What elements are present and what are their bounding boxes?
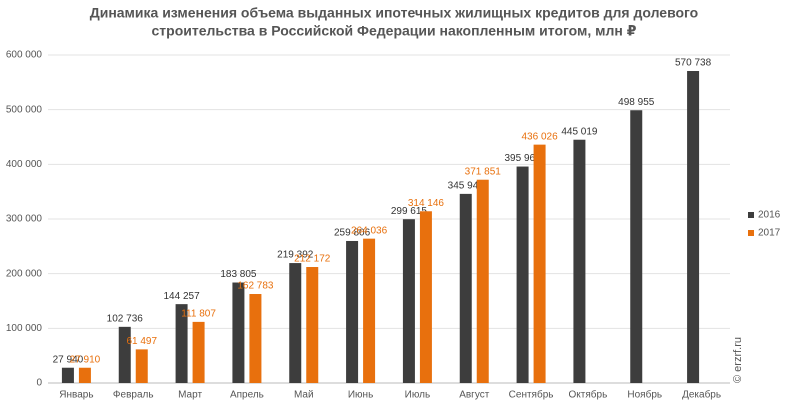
- value-label: 570 738: [675, 58, 712, 69]
- x-tick-label: Август: [459, 390, 490, 401]
- x-tick-label: Декабрь: [682, 389, 721, 401]
- bar: [118, 326, 131, 383]
- value-label: 264 036: [351, 225, 388, 236]
- x-tick-label: Февраль: [113, 390, 154, 401]
- y-tick-label: 100 000: [6, 323, 43, 334]
- value-label: 314 146: [408, 198, 445, 209]
- y-tick-label: 200 000: [6, 268, 43, 279]
- bar: [687, 70, 700, 384]
- y-tick-label: 300 000: [6, 214, 43, 225]
- bar: [135, 349, 148, 383]
- chart-title: строительства в Российской Федерации нак…: [152, 23, 637, 39]
- legend-label: 2016: [758, 210, 781, 221]
- x-tick-label: Июнь: [348, 390, 373, 401]
- y-tick-label: 600 000: [6, 50, 43, 61]
- bar: [175, 304, 188, 383]
- bar: [289, 263, 302, 383]
- watermark: © erzrf.ru: [732, 337, 744, 383]
- bar: [346, 240, 359, 383]
- value-label: 144 257: [164, 291, 201, 302]
- value-label: 436 026: [522, 131, 559, 142]
- value-label: 111 807: [181, 309, 216, 320]
- legend-label: 2017: [758, 228, 781, 239]
- value-label: 371 851: [465, 166, 502, 177]
- bar: [533, 144, 546, 383]
- x-tick-label: Ноябрь: [627, 389, 662, 401]
- value-label: 162 783: [237, 281, 274, 292]
- bar: [232, 282, 245, 383]
- value-label: 445 019: [561, 126, 598, 137]
- y-tick-label: 0: [36, 378, 42, 389]
- value-label: 259 806: [334, 228, 371, 239]
- value-label: 102 736: [107, 313, 144, 324]
- value-label: 219 392: [277, 250, 314, 261]
- value-label: 345 942: [448, 181, 485, 192]
- x-tick-label: Январь: [59, 390, 93, 401]
- value-label: 498 955: [618, 97, 655, 108]
- value-label: 183 805: [220, 269, 257, 280]
- bar: [630, 110, 643, 384]
- bar: [402, 219, 415, 383]
- bar: [192, 321, 205, 383]
- bar: [419, 211, 432, 383]
- value-label: 27 940: [53, 354, 84, 365]
- x-tick-label: Май: [294, 390, 314, 401]
- value-label: 61 497: [126, 336, 157, 347]
- bar: [516, 166, 529, 383]
- bar: [573, 139, 586, 383]
- bar: [363, 238, 376, 383]
- bar: [249, 294, 262, 383]
- chart-title: Динамика изменения объема выданных ипоте…: [90, 5, 699, 21]
- legend-swatch: [748, 230, 754, 236]
- value-label: 395 961: [505, 153, 542, 164]
- value-label: 299 615: [391, 206, 428, 217]
- x-tick-label: Сентябрь: [509, 389, 554, 401]
- bar: [61, 367, 74, 383]
- bar: [306, 267, 319, 383]
- x-tick-label: Октябрь: [569, 389, 608, 401]
- y-tick-label: 500 000: [6, 104, 43, 115]
- bar: [459, 193, 472, 383]
- x-tick-label: Март: [178, 390, 202, 401]
- y-tick-label: 400 000: [6, 159, 43, 170]
- legend-swatch: [748, 212, 754, 218]
- value-label: 212 172: [294, 254, 331, 265]
- bar: [78, 367, 91, 383]
- x-tick-label: Июль: [405, 390, 431, 401]
- bar: [476, 179, 489, 383]
- value-label: 27 910: [70, 354, 101, 365]
- x-tick-label: Апрель: [230, 390, 264, 401]
